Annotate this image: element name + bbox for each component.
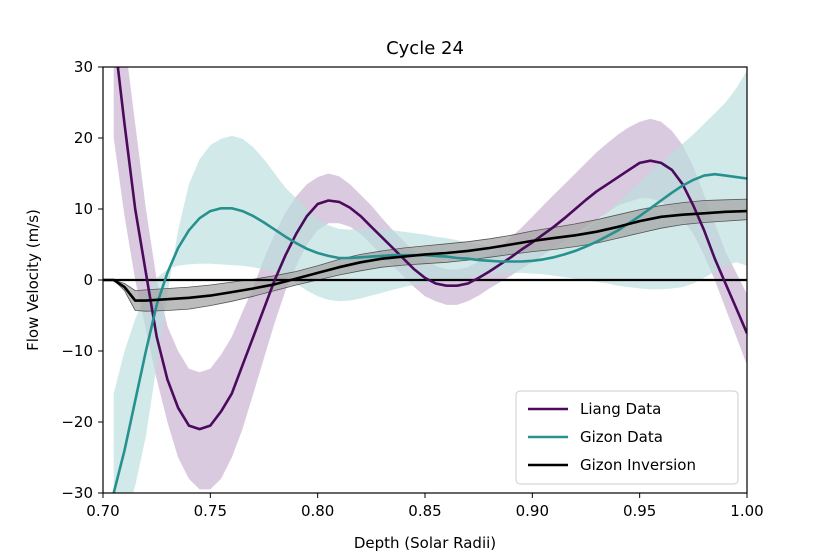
liang-data-line xyxy=(116,67,747,431)
chart-title: Cycle 24 xyxy=(386,38,464,59)
y-tick-label: 0 xyxy=(83,271,93,289)
gizon-inversion-legend-label: Gizon Inversion xyxy=(580,456,696,474)
legend: Liang Data Gizon Data Gizon Inversion xyxy=(515,390,739,485)
gizon-data-line xyxy=(112,172,747,493)
x-axis-label: Depth (Solar Radii) xyxy=(354,534,496,552)
gizon-inversion-line xyxy=(103,209,747,302)
y-tick-label: −30 xyxy=(61,484,93,502)
x-tick-label: 0.85 xyxy=(408,502,441,520)
x-tick-label: 1.00 xyxy=(730,502,763,520)
x-axis-ticks: 0.70 0.75 0.80 0.85 0.90 0.95 1.00 xyxy=(86,493,764,520)
y-tick-label: 20 xyxy=(74,129,93,147)
x-tick-label: 0.75 xyxy=(194,502,227,520)
y-tick-label: −10 xyxy=(61,342,93,360)
y-tick-label: 30 xyxy=(74,58,93,76)
liang-data-legend-label: Liang Data xyxy=(580,400,661,418)
y-axis-ticks: −30 −20 −10 0 10 20 30 xyxy=(61,58,103,502)
series-lines xyxy=(103,67,747,493)
y-tick-label: −20 xyxy=(61,413,93,431)
x-tick-label: 0.90 xyxy=(516,502,549,520)
y-axis-label: Flow Velocity (m/s) xyxy=(24,209,42,351)
x-tick-label: 0.80 xyxy=(301,502,334,520)
x-tick-label: 0.95 xyxy=(623,502,656,520)
x-tick-label: 0.70 xyxy=(86,502,119,520)
y-tick-label: 10 xyxy=(74,200,93,218)
gizon-data-legend-label: Gizon Data xyxy=(580,428,663,446)
legend-box xyxy=(515,390,739,485)
